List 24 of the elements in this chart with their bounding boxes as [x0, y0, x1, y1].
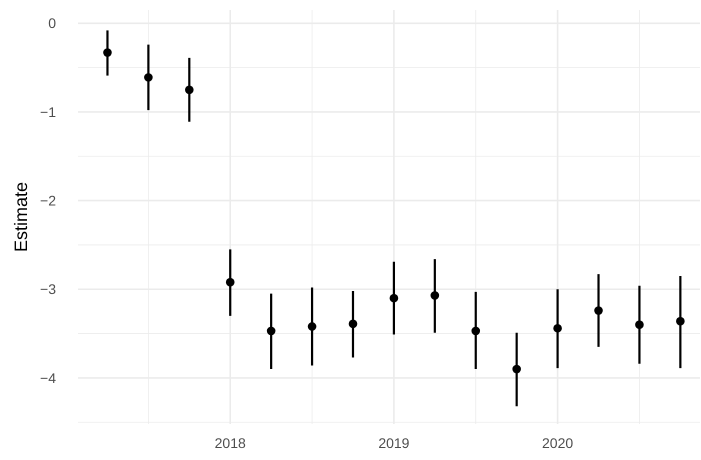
- point: [430, 291, 440, 300]
- point: [676, 316, 685, 326]
- point: [390, 294, 398, 302]
- point: [348, 320, 358, 328]
- x-tick-label: 2019: [378, 434, 410, 451]
- point: [471, 326, 480, 336]
- point: [144, 73, 153, 82]
- point: [635, 320, 644, 330]
- point: [226, 278, 235, 286]
- y-tick-label: −2: [40, 192, 56, 208]
- point: [308, 322, 316, 331]
- point: [266, 326, 276, 336]
- y-tick-label: 0: [48, 15, 56, 32]
- point: [553, 324, 562, 333]
- y-tick-label: −3: [40, 281, 56, 298]
- point: [185, 85, 194, 94]
- point: [594, 306, 603, 315]
- x-tick-label: 2018: [214, 434, 246, 451]
- point: [103, 48, 112, 57]
- y-tick-label: −4: [40, 370, 56, 386]
- y-tick-label: −1: [40, 104, 56, 120]
- x-tick-label: 2020: [542, 434, 574, 451]
- point: [512, 364, 521, 374]
- y-axis-title: Estimate: [11, 182, 31, 252]
